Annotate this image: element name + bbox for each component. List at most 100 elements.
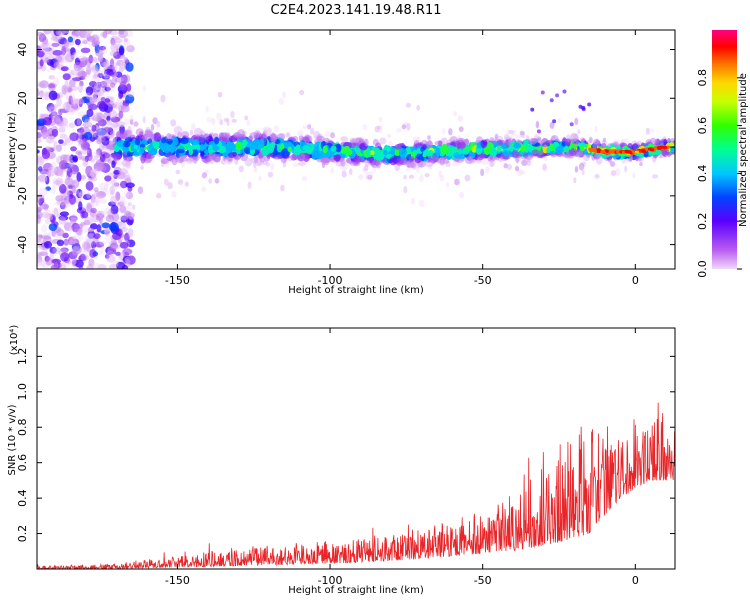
spectrogram-blob [70, 96, 76, 107]
spectrogram-blob [37, 63, 41, 70]
spectrogram-blob [427, 139, 433, 149]
spectrogram-blob [322, 145, 328, 154]
spectrogram-blob [57, 30, 66, 36]
spectrogram-blob [48, 223, 58, 232]
spectrogram-blob [632, 172, 636, 179]
colorbar-tick-label: 0.4 [696, 165, 709, 183]
spectrogram-blob [250, 157, 259, 164]
spectrogram-blob [514, 165, 520, 172]
spectrogram-blob [90, 63, 95, 71]
spectrogram-blob [461, 148, 470, 155]
spectrogram-blob [208, 178, 213, 184]
spectrogram-blob [53, 114, 63, 125]
spectrogram-blob [41, 224, 48, 233]
spectrogram-blob [594, 125, 598, 133]
spectrogram-blob [280, 184, 285, 192]
spectrogram-blob [95, 196, 101, 203]
spectrogram-blob [41, 39, 49, 49]
spectrogram-blob [489, 160, 495, 168]
spectrogram-blob [306, 126, 311, 131]
spectrogram-blob [98, 182, 109, 191]
spectrogram-blob [115, 121, 126, 127]
spectrogram-blob [65, 49, 71, 55]
spectrogram-blob [51, 207, 62, 217]
spectrogram-blob [403, 185, 408, 194]
spectrogram-blob [127, 90, 135, 97]
snr-ticks: -150 -100 -50 0 0.2 0.4 0.6 0.8 1.0 1.2 [16, 328, 675, 587]
spectrogram-blob [119, 134, 129, 139]
spectrogram-blob [382, 149, 388, 156]
spectrogram-blob [267, 171, 274, 178]
spectrogram-blob [86, 35, 96, 42]
spectrogram-blob [348, 168, 353, 176]
spectrogram-blob [320, 157, 330, 164]
spectrogram-blob [330, 167, 334, 174]
spectrogram-blob [37, 261, 43, 267]
spectrogram-blob [55, 195, 64, 202]
spectrogram-blob [522, 152, 529, 159]
spectrogram-xtick-label: -50 [474, 274, 492, 287]
spectrogram-blob [106, 83, 116, 93]
spectrogram-blob [228, 143, 236, 150]
spectrogram-blob [97, 55, 104, 63]
spectrogram-blob [52, 247, 62, 254]
spectrogram-blob [106, 70, 115, 76]
spectrogram-blob [206, 157, 212, 162]
spectrogram-blob [67, 105, 75, 113]
spectrogram-blob [624, 149, 629, 154]
spectrogram-blob [72, 179, 80, 189]
spectrogram-blob [219, 118, 224, 126]
spectrogram-blob [354, 156, 363, 163]
spectrogram-blob [76, 188, 83, 199]
spectrogram-blob [77, 70, 88, 78]
spectrogram-blob [84, 131, 93, 140]
spectrogram-blob [61, 30, 70, 36]
spectrogram-blob [549, 98, 554, 103]
spectrogram-blob [490, 160, 496, 167]
spectrogram-blob [120, 215, 128, 223]
spectrogram-blob [659, 145, 664, 149]
spectrogram-blob [125, 94, 135, 104]
spectrogram-blob [406, 167, 410, 173]
snr-xtick-label: -50 [474, 574, 492, 587]
spectrogram-blob [112, 260, 119, 268]
spectrogram-blob [645, 127, 650, 135]
spectrogram-blob [201, 186, 207, 192]
spectrogram-xtick-label: -100 [318, 274, 343, 287]
spectrogram-blob [89, 217, 96, 225]
spectrogram-blob [91, 198, 99, 207]
spectrogram-blob [546, 147, 551, 154]
spectrogram-blob [61, 45, 67, 56]
spectrogram-blob [89, 248, 97, 258]
spectrogram-blob [42, 131, 48, 140]
spectrogram-blob [578, 162, 585, 171]
spectrogram-blob [293, 162, 300, 168]
spectrogram-blob [561, 153, 570, 158]
spectrogram-blob [60, 200, 68, 210]
spectrogram-blob [519, 130, 525, 136]
spectrogram-blob [90, 158, 95, 163]
spectrogram-blob [129, 134, 136, 140]
spectrogram-blob [100, 245, 105, 255]
spectrogram-blob [596, 148, 601, 152]
spectrogram-blob [37, 138, 42, 144]
spectrogram-blob [278, 133, 286, 139]
spectrogram-blob [445, 181, 450, 188]
spectrogram-blob [118, 110, 124, 119]
spectrogram-blob [593, 154, 600, 160]
spectrogram-blob [464, 155, 474, 165]
spectrogram-blob [531, 149, 540, 157]
spectrogram-blob [192, 156, 198, 164]
spectrogram-blob [93, 233, 101, 239]
spectrogram-blob [358, 174, 364, 181]
spectrogram-blob [325, 131, 330, 137]
spectrogram-blob [60, 252, 70, 262]
spectrogram-blob [64, 154, 73, 161]
spectrogram-blob [37, 174, 48, 183]
spectrogram-blob [48, 146, 56, 152]
spectrogram-blob [503, 163, 508, 169]
spectrogram-blob [97, 250, 103, 256]
spectrogram-blob [649, 148, 655, 152]
spectrogram-blob [165, 138, 173, 144]
spectrogram-blob [56, 97, 62, 107]
